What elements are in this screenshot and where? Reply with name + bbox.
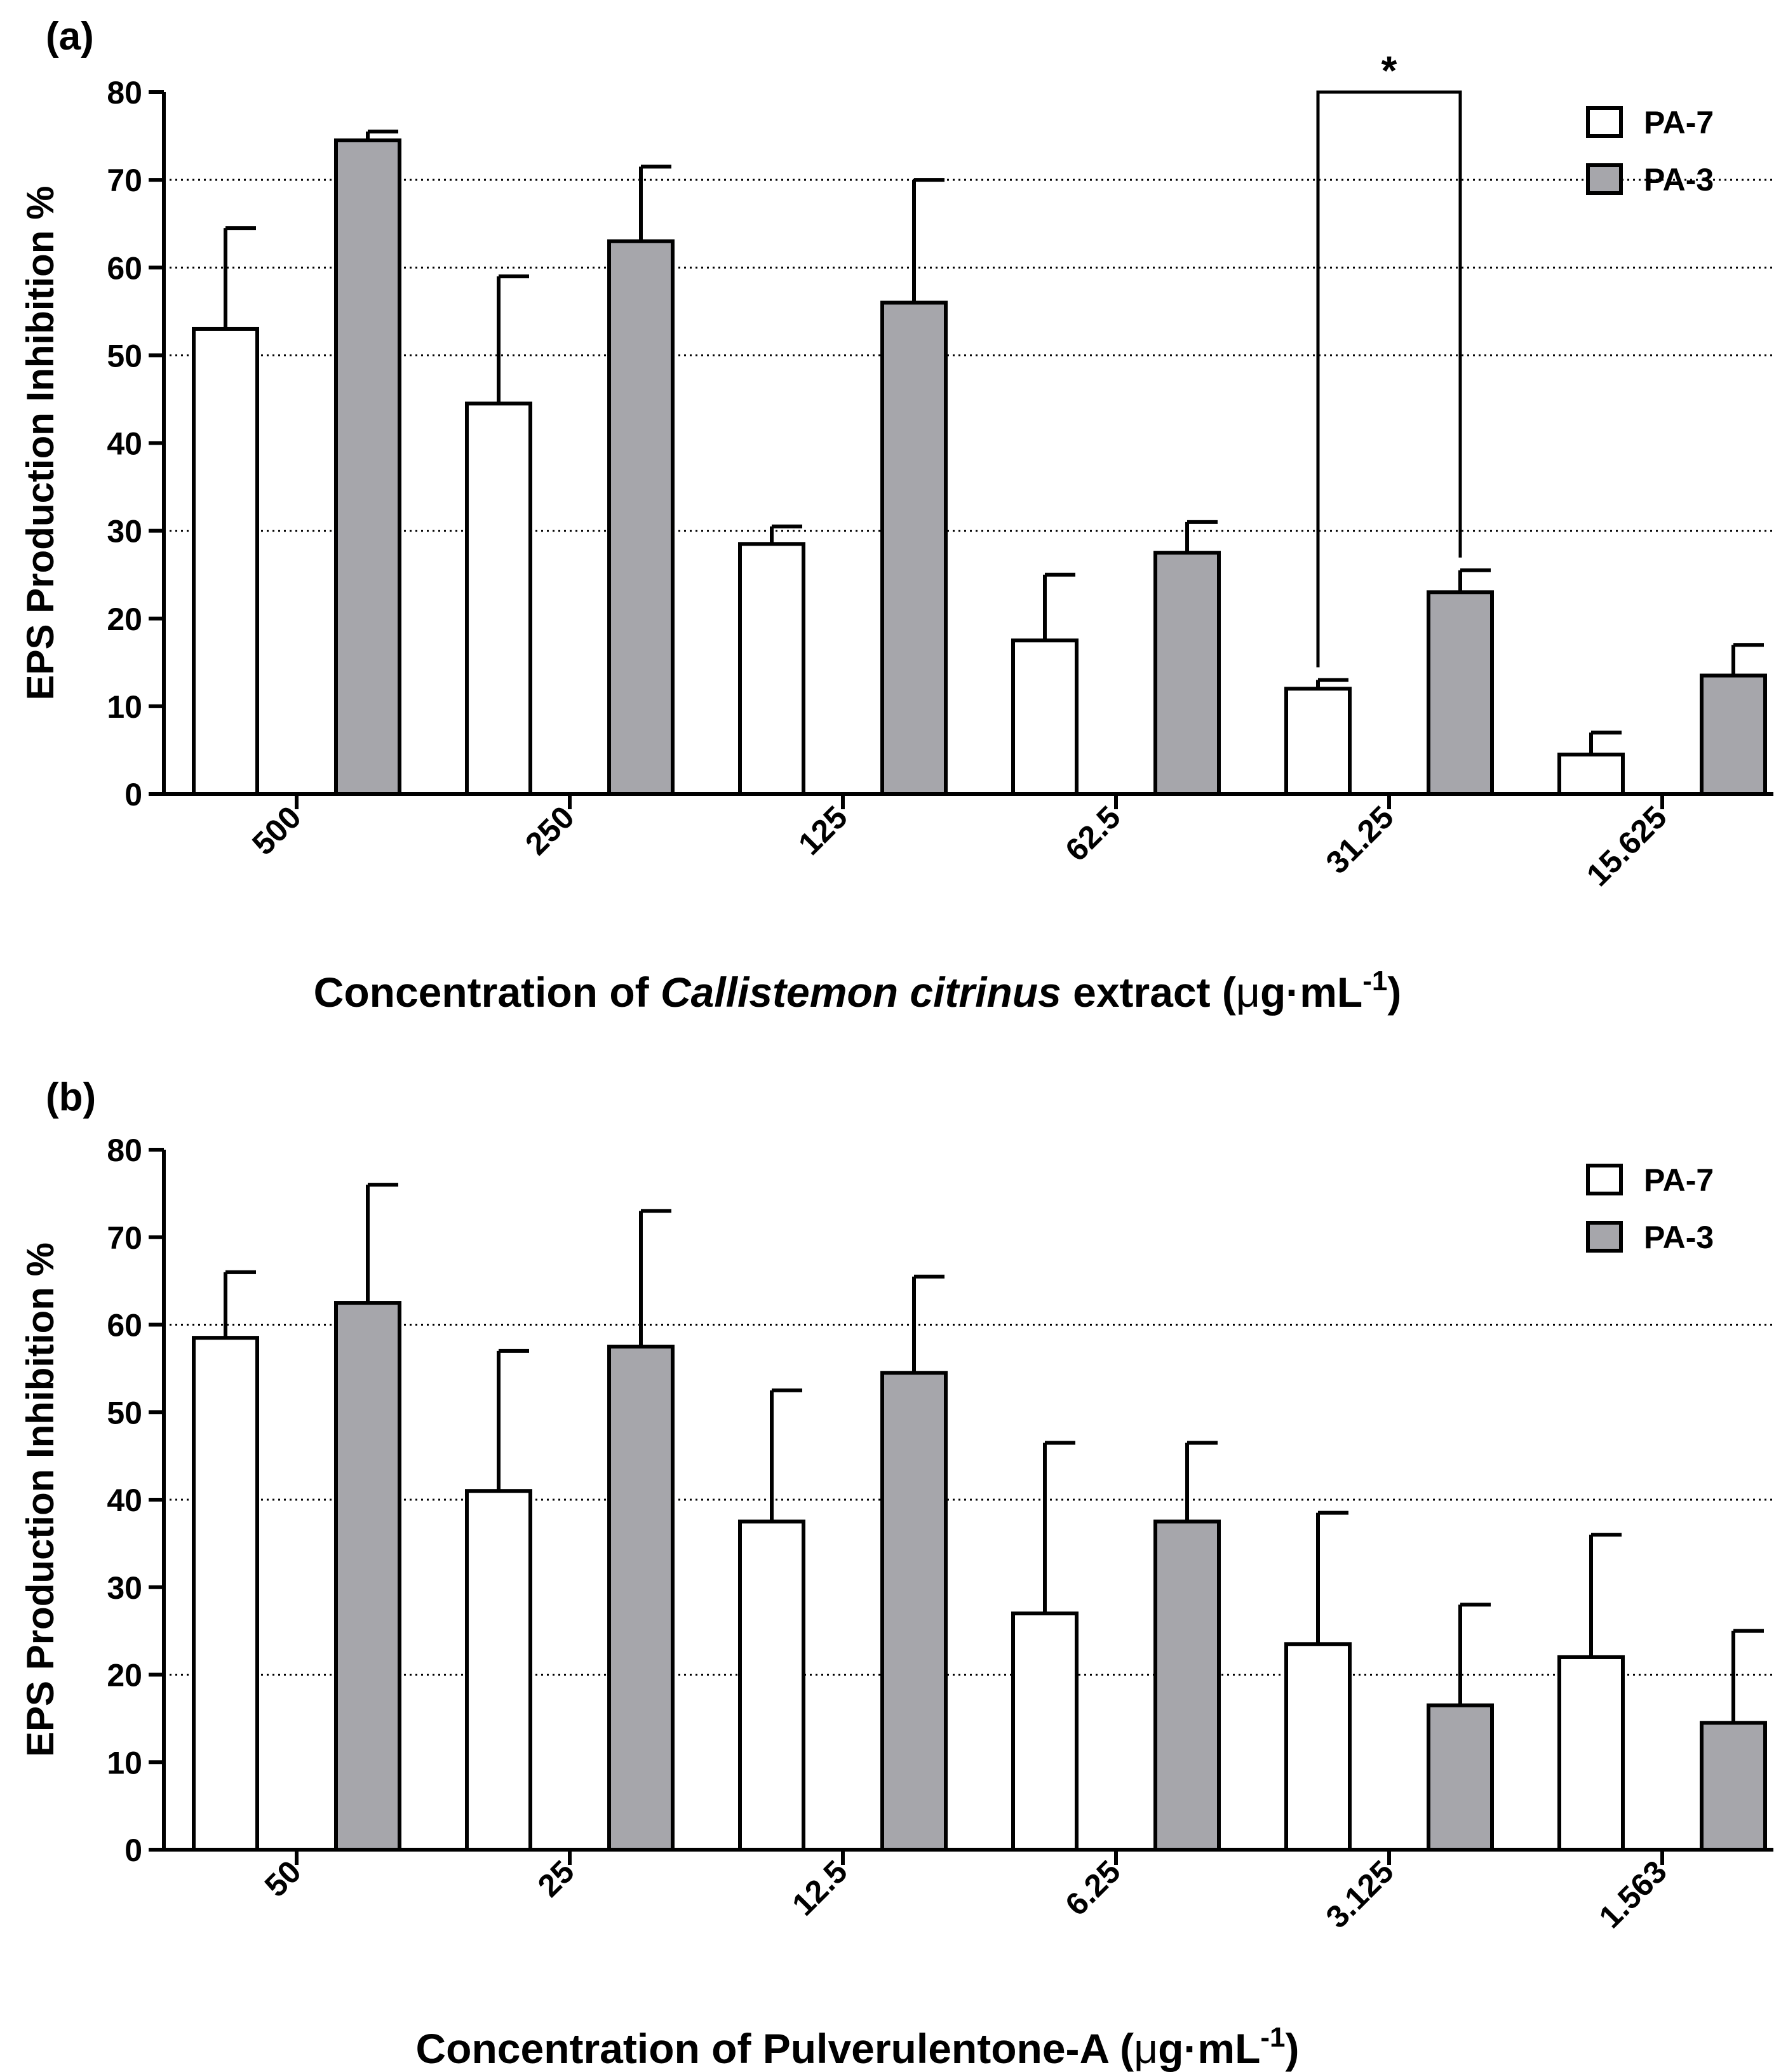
y-tick-label: 20 [107,602,142,637]
x-label-unit: g·mL [1260,969,1362,1016]
x-label-superscript: -1 [1362,965,1387,997]
y-tick-label: 70 [107,163,142,198]
bar-pa-3-12.5 [880,1371,948,1852]
bar-pa-3-250 [607,239,675,796]
x-tick-label: 25 [531,1853,581,1904]
bar-pa-3-1.563 [1700,1721,1767,1852]
y-tick-label: 0 [124,1833,142,1868]
y-tick-label: 40 [107,1483,142,1518]
y-tick-label: 80 [107,75,142,111]
bar-pa-3-15.625 [1700,673,1767,796]
legend-swatch-pa-3 [1586,1221,1623,1253]
x-tick-label: 31.25 [1319,799,1401,880]
y-tick-label: 50 [107,1395,142,1430]
legend-label-pa-3: PA-3 [1644,1220,1714,1255]
chart-panel-a: (a) 0 10 20 30 40 50 60 70 80 EPS Production Inhib… [19,15,1773,1016]
bar-pa-7-500 [192,326,259,796]
x-tick-label: 15.625 [1580,799,1674,893]
bar-pa-7-250 [465,401,532,796]
y-tick-label: 30 [107,514,142,549]
y-axis-label: EPS Production Inhibition % [19,1242,62,1757]
x-tick-label: 50 [258,1853,308,1904]
x-label-middle: extract ( [1061,969,1236,1016]
y-tick-label: 20 [107,1658,142,1693]
bar-pa-7-6.25 [1011,1611,1079,1852]
bar-pa-3-31.25 [1427,590,1494,796]
legend-label-pa-3: PA-3 [1644,162,1714,198]
x-label-close: ) [1387,969,1401,1016]
bar-pa-3-62.5 [1153,551,1221,796]
chart-panel-b: (b) 0 10 20 30 40 50 60 70 80 EPS Production Inhib… [19,1075,1773,2072]
bar-pa-7-12.5 [738,1519,805,1852]
y-tick-label: 60 [107,1308,142,1343]
x-label-close: ) [1286,2025,1300,2072]
y-axis-label: EPS Production Inhibition % [19,186,62,701]
significance-star: * [1381,48,1397,93]
bar-pa-3-50 [334,1301,401,1852]
bar-pa-7-3.125 [1284,1642,1352,1852]
x-label-superscript: -1 [1260,2022,1285,2053]
x-label-prefix: Concentration of [314,969,661,1016]
x-tick-label: 62.5 [1058,799,1127,868]
legend-label-pa-7: PA-7 [1644,105,1714,140]
bar-pa-3-500 [334,138,401,796]
legend-swatch-pa-7 [1586,106,1623,138]
bar-pa-7-1.563 [1557,1655,1625,1852]
x-tick-label: 3.125 [1319,1853,1401,1935]
y-tick-label: 0 [124,777,142,812]
x-axis-label: Concentration of Callistemon citrinus ex… [314,965,1402,1016]
bar-pa-7-31.25 [1284,687,1352,796]
panel-label: (a) [46,15,94,58]
x-label-unit: g·mL [1158,2025,1260,2072]
y-tick-label: 70 [107,1220,142,1256]
x-tick-label: 1.563 [1592,1853,1674,1935]
legend-label-pa-7: PA-7 [1644,1162,1714,1198]
legend-swatch-pa-7 [1586,1164,1623,1195]
y-tick-label: 10 [107,1745,142,1780]
x-label-mu: μ [1134,2025,1158,2072]
significance-bracket [1316,90,1462,668]
legend-swatch-pa-3 [1586,163,1623,195]
x-axis-label: Concentration of Pulverulentone-A (μg·mL… [415,2022,1299,2072]
y-tick-label: 30 [107,1570,142,1606]
bar-pa-7-50 [192,1336,259,1852]
bar-pa-7-15.625 [1557,752,1625,796]
y-tick-label: 80 [107,1133,142,1168]
bar-pa-3-25 [607,1344,675,1852]
x-label-prefix: Concentration of Pulverulentone-A ( [415,2025,1134,2072]
y-tick-label: 40 [107,426,142,462]
y-tick-label: 10 [107,689,142,725]
bar-pa-7-125 [738,542,805,796]
bar-pa-3-125 [880,300,948,796]
x-label-mu: μ [1236,969,1260,1016]
x-label-species: Callistemon citrinus [661,969,1061,1016]
bar-pa-7-25 [465,1489,532,1852]
bar-pa-7-62.5 [1011,638,1079,796]
bar-pa-3-6.25 [1153,1519,1221,1852]
bar-pa-3-3.125 [1427,1703,1494,1852]
panel-label: (b) [46,1075,96,1119]
y-tick-label: 60 [107,250,142,286]
y-tick-label: 50 [107,338,142,373]
